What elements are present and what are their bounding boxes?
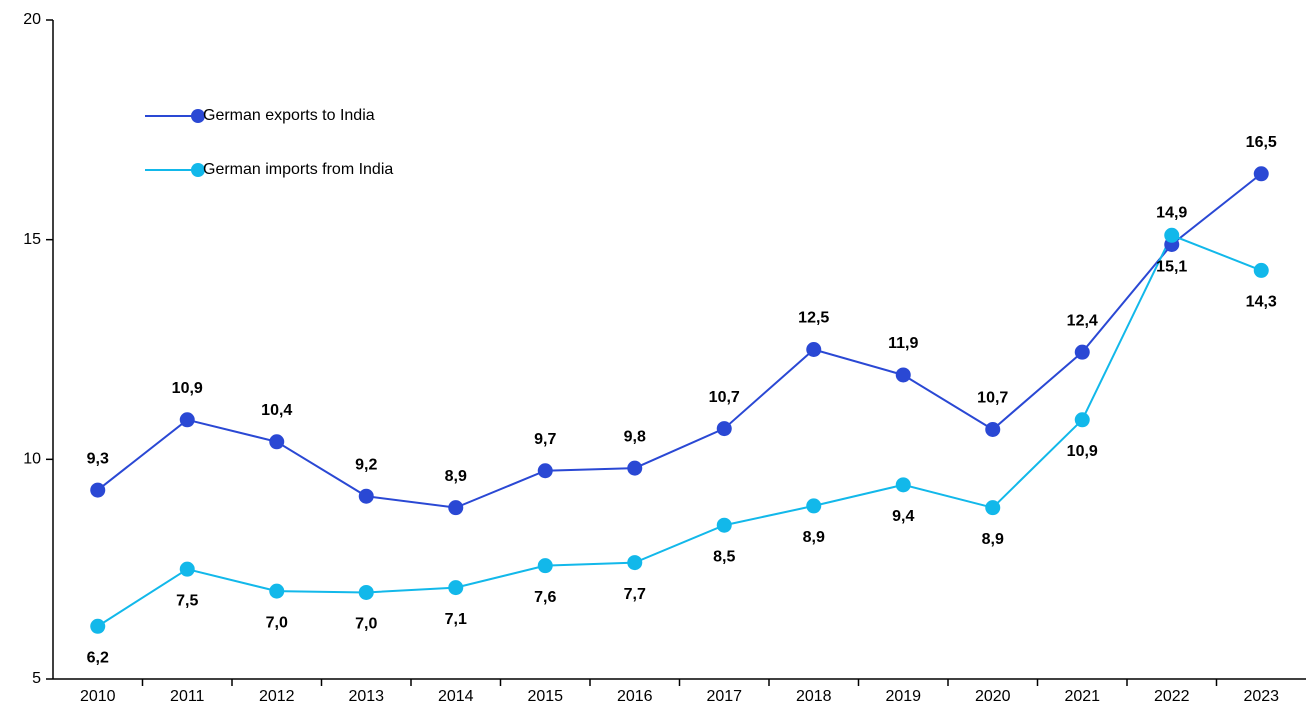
x-tick-label: 2010 (80, 688, 116, 705)
data-point (1074, 412, 1090, 428)
x-tick-label: 2022 (1154, 688, 1190, 705)
data-point (895, 477, 911, 493)
legend-marker (191, 109, 205, 123)
data-point (985, 421, 1001, 437)
data-point (895, 367, 911, 383)
data-point (448, 500, 464, 516)
x-tick-label: 2020 (975, 688, 1011, 705)
data-label: 8,5 (713, 548, 735, 565)
data-label: 7,0 (355, 616, 377, 633)
data-label: 7,0 (266, 614, 288, 631)
data-point (179, 412, 195, 428)
x-tick-label: 2012 (259, 688, 295, 705)
legend-label: German exports to India (203, 107, 375, 124)
data-label: 8,9 (982, 531, 1004, 548)
x-tick-label: 2013 (348, 688, 384, 705)
data-point (1074, 344, 1090, 360)
x-tick-label: 2021 (1064, 688, 1100, 705)
data-label: 12,4 (1067, 312, 1098, 329)
x-tick-label: 2019 (885, 688, 921, 705)
data-point (179, 561, 195, 577)
x-tick-label: 2018 (796, 688, 832, 705)
data-point (985, 500, 1001, 516)
data-point (269, 434, 285, 450)
x-tick-label: 2017 (706, 688, 742, 705)
data-point (1253, 262, 1269, 278)
data-label: 8,9 (445, 468, 467, 485)
data-label: 10,7 (977, 390, 1008, 407)
data-label: 8,9 (803, 529, 825, 546)
legend-label: German imports from India (203, 161, 393, 178)
data-label: 10,9 (1067, 443, 1098, 460)
x-tick-label: 2014 (438, 688, 474, 705)
data-point (806, 342, 822, 357)
data-point (627, 555, 643, 571)
data-label: 11,9 (888, 335, 918, 352)
data-label: 9,3 (87, 450, 109, 467)
data-point (537, 463, 553, 479)
series-line (97, 172, 1262, 509)
data-label: 7,1 (445, 611, 467, 628)
data-label: 9,8 (624, 428, 646, 445)
data-label: 9,7 (534, 431, 556, 448)
data-label: 7,6 (534, 589, 556, 606)
data-point (716, 517, 732, 533)
data-label: 14,9 (1156, 205, 1187, 222)
data-point (269, 583, 285, 599)
data-point (716, 421, 732, 437)
y-tick-label: 5 (32, 670, 41, 687)
series-line (97, 234, 1262, 628)
y-tick-label: 20 (23, 11, 41, 28)
data-label: 14,3 (1246, 294, 1277, 311)
data-point (358, 584, 374, 600)
data-label: 12,5 (798, 310, 829, 327)
data-point (627, 460, 643, 476)
data-point (537, 558, 553, 574)
data-label: 16,5 (1246, 134, 1277, 151)
data-point (448, 580, 464, 596)
data-point (358, 488, 374, 504)
x-tick-label: 2016 (617, 688, 653, 705)
data-point (90, 618, 106, 634)
data-label: 10,9 (172, 380, 203, 397)
data-label: 9,2 (355, 456, 377, 473)
data-point (1164, 227, 1180, 243)
data-label: 6,2 (87, 649, 109, 666)
legend-marker (191, 163, 205, 177)
x-tick-label: 2011 (170, 688, 205, 705)
data-label: 7,5 (176, 592, 198, 609)
data-label: 10,4 (261, 402, 292, 419)
x-tick-label: 2015 (527, 688, 563, 705)
data-point (806, 498, 822, 514)
data-label: 9,4 (892, 508, 914, 525)
data-point (1253, 166, 1269, 182)
data-label: 10,7 (709, 389, 740, 406)
data-label: 15,1 (1156, 258, 1187, 275)
y-tick-label: 15 (23, 231, 41, 248)
data-label: 7,7 (624, 586, 646, 603)
y-tick-label: 10 (23, 451, 41, 468)
data-point (90, 482, 106, 498)
x-tick-label: 2023 (1243, 688, 1279, 705)
